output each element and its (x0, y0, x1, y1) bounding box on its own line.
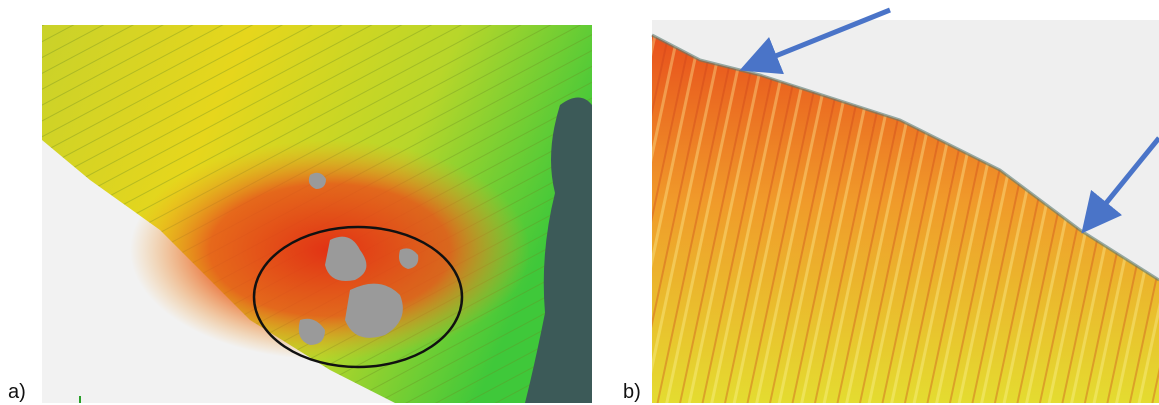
panel-label: a) (8, 381, 26, 403)
figure: a) b) (0, 0, 1159, 405)
panel-label: b) (623, 381, 641, 403)
panel-a: a) (8, 25, 592, 403)
panel-b: b) (623, 10, 1159, 403)
figure-canvas: a) b) (0, 0, 1159, 405)
